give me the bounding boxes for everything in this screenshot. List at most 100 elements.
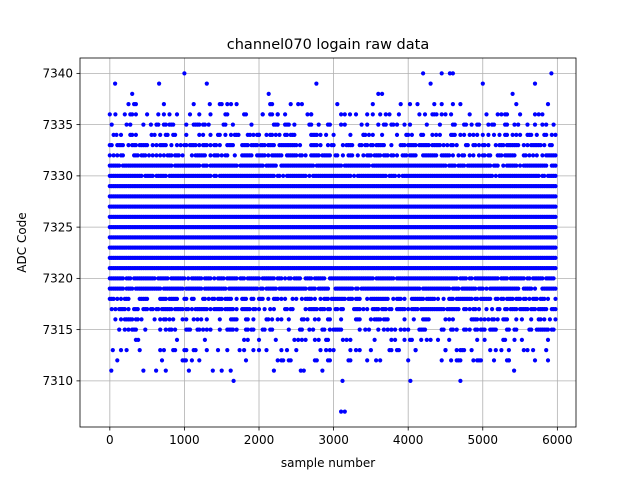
data-point [266, 317, 271, 322]
data-point [271, 276, 276, 281]
data-point [191, 296, 196, 301]
data-point [212, 276, 217, 281]
data-point [207, 102, 212, 107]
data-point [439, 112, 444, 117]
data-point [551, 327, 556, 332]
data-point [352, 173, 357, 178]
data-point [339, 163, 344, 168]
data-point [178, 143, 183, 148]
data-point [534, 153, 539, 158]
data-point [376, 327, 381, 332]
data-point [307, 173, 312, 178]
data-point [277, 173, 282, 178]
data-point [486, 317, 491, 322]
data-point [393, 327, 398, 332]
data-point [480, 286, 485, 291]
data-point [283, 132, 288, 137]
data-point [519, 317, 525, 322]
data-point [327, 327, 332, 332]
data-point [161, 348, 166, 353]
data-point [219, 102, 224, 107]
data-point [447, 71, 452, 76]
data-point [536, 112, 541, 117]
data-point [176, 153, 181, 158]
data-point [365, 143, 370, 148]
data-point [126, 307, 131, 312]
data-point [184, 296, 189, 301]
data-point [482, 153, 487, 158]
data-point [133, 132, 138, 137]
data-point [495, 163, 500, 168]
data-point [270, 112, 275, 117]
data-point [284, 348, 290, 353]
data-point [264, 132, 269, 137]
data-point [251, 317, 256, 322]
data-point [443, 163, 448, 168]
data-point [109, 307, 114, 312]
data-point [411, 317, 416, 322]
chart-title: channel070 logain raw data [227, 37, 429, 53]
data-point [234, 296, 239, 301]
data-point [305, 112, 310, 117]
data-point [150, 153, 155, 158]
data-point [225, 153, 230, 158]
data-point [316, 122, 321, 127]
data-point [217, 132, 222, 137]
data-point [531, 153, 536, 158]
data-point [270, 317, 275, 322]
data-point [163, 317, 168, 322]
data-point [325, 286, 331, 291]
data-point [476, 307, 482, 312]
data-point [439, 102, 444, 107]
data-point [197, 112, 202, 117]
data-point [120, 276, 125, 281]
data-point [150, 143, 155, 148]
data-point [484, 307, 489, 312]
data-point [540, 112, 545, 117]
data-point [357, 296, 362, 301]
data-point [383, 307, 388, 312]
data-point [130, 286, 135, 291]
data-point [350, 153, 355, 158]
data-point [495, 296, 500, 301]
data-point [299, 102, 304, 107]
data-point [275, 112, 280, 117]
data-point [316, 153, 321, 158]
data-point [344, 337, 349, 342]
data-point [152, 317, 157, 322]
data-point [501, 143, 506, 148]
data-point [161, 102, 166, 107]
data-point [378, 317, 383, 322]
data-point [534, 132, 539, 137]
data-point [286, 317, 291, 322]
data-point [145, 307, 150, 312]
data-point [152, 132, 157, 137]
data-point [325, 337, 331, 342]
data-point [219, 307, 224, 312]
data-point [488, 163, 493, 168]
data-point [381, 143, 386, 148]
data-point [208, 276, 213, 281]
data-point [314, 132, 319, 137]
data-point [378, 358, 383, 363]
data-point [342, 122, 347, 127]
data-point [228, 102, 234, 107]
data-point [228, 132, 234, 137]
data-point [385, 153, 390, 158]
y-axis-label: ADC Code [15, 212, 29, 272]
data-point [189, 358, 194, 363]
data-point [340, 378, 345, 383]
data-point [270, 102, 275, 107]
data-point [404, 153, 409, 158]
data-point [463, 307, 469, 312]
data-point [527, 296, 532, 301]
data-point [463, 327, 469, 332]
data-point [551, 122, 556, 127]
data-point [488, 296, 493, 301]
data-point [219, 368, 224, 373]
data-point [447, 153, 452, 158]
data-point [342, 112, 347, 117]
data-point [458, 132, 463, 137]
data-point [512, 122, 517, 127]
